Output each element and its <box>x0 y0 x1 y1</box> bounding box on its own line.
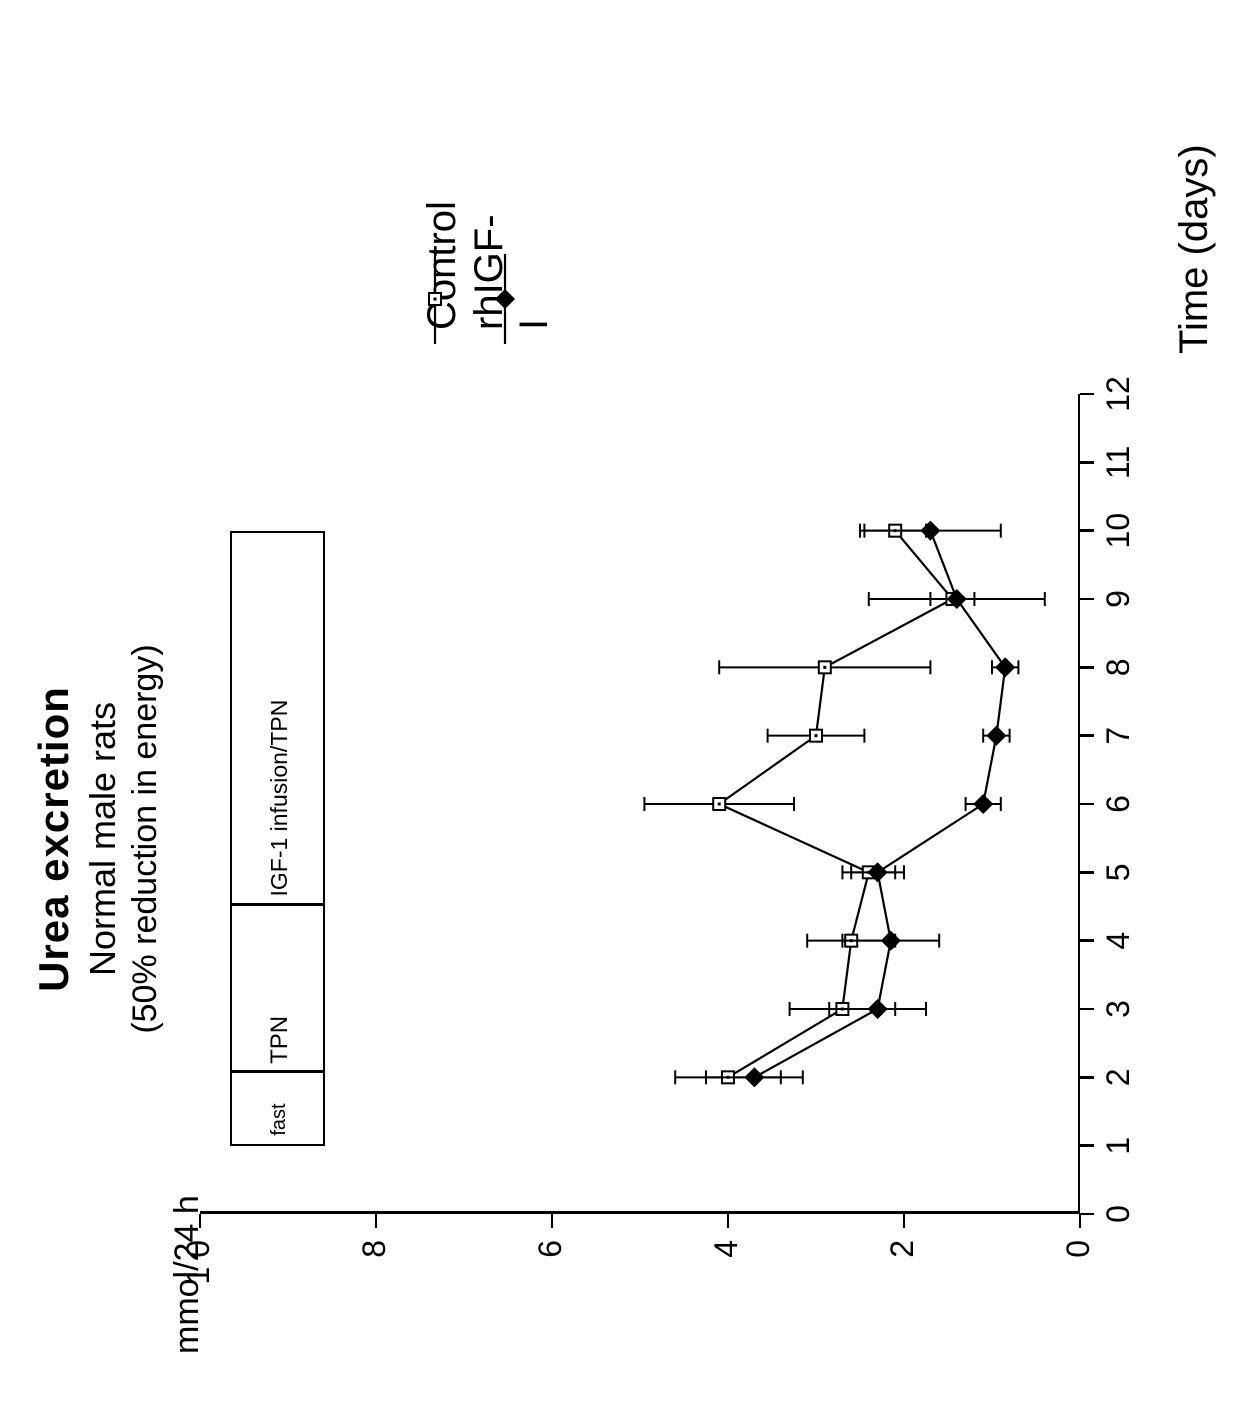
x-tick <box>1080 1076 1094 1079</box>
y-tick <box>551 1214 554 1228</box>
rotated-layer: Urea excretion Normal male rats (50% red… <box>0 0 1240 1414</box>
y-tick <box>1079 1214 1082 1228</box>
x-tick-label: 2 <box>1100 1047 1137 1107</box>
legend-item: Control <box>420 201 464 344</box>
legend-item: rhIGF-I <box>490 214 534 344</box>
x-tick <box>1080 529 1094 532</box>
x-tick <box>1080 1213 1094 1216</box>
x-tick-label: 5 <box>1100 842 1137 902</box>
y-tick-label: 4 <box>708 1240 745 1320</box>
y-tick <box>199 1214 202 1228</box>
x-tick-label: 11 <box>1100 432 1137 492</box>
x-tick <box>1080 1008 1094 1011</box>
x-tick-label: 12 <box>1100 364 1137 424</box>
legend-sample-icon <box>420 254 450 344</box>
x-tick <box>1080 1144 1094 1147</box>
x-tick-label: 0 <box>1100 1184 1137 1244</box>
x-tick-label: 9 <box>1100 569 1137 629</box>
chart-title: Urea excretion <box>30 264 78 1414</box>
y-tick-label: 0 <box>1060 1240 1097 1320</box>
figure: Urea excretion Normal male rats (50% red… <box>0 0 1240 1414</box>
x-axis-label: Time (days) <box>1172 4 1217 354</box>
x-tick-label: 6 <box>1100 774 1137 834</box>
y-tick <box>375 1214 378 1228</box>
x-tick <box>1080 734 1094 737</box>
y-tick <box>727 1214 730 1228</box>
y-tick-label: 2 <box>884 1240 921 1320</box>
plot-area: 024681 00123456789101112fastTPNIGF-1 inf… <box>200 394 1080 1214</box>
chart-subtitle-1: Normal male rats <box>82 264 124 1414</box>
x-tick-label: 7 <box>1100 706 1137 766</box>
legend-sample-icon <box>490 254 520 344</box>
x-tick <box>1080 666 1094 669</box>
y-tick-label: 1 0 <box>180 1240 217 1320</box>
x-tick <box>1080 461 1094 464</box>
x-tick <box>1080 803 1094 806</box>
x-tick-label: 1 <box>1100 1116 1137 1176</box>
x-tick <box>1080 393 1094 396</box>
stage: Urea excretion Normal male rats (50% red… <box>0 0 1240 1414</box>
series-layer <box>200 394 1080 1214</box>
x-tick-label: 4 <box>1100 911 1137 971</box>
x-tick-label: 8 <box>1100 637 1137 697</box>
x-tick <box>1080 871 1094 874</box>
chart-subtitle-2: (50% reduction in energy) <box>126 264 165 1414</box>
x-tick-label: 10 <box>1100 501 1137 561</box>
x-tick-label: 3 <box>1100 979 1137 1039</box>
titles-block: Urea excretion Normal male rats (50% red… <box>30 264 165 1414</box>
y-tick-label: 6 <box>532 1240 569 1320</box>
y-tick <box>903 1214 906 1228</box>
x-tick <box>1080 939 1094 942</box>
y-tick-label: 8 <box>356 1240 393 1320</box>
x-tick <box>1080 598 1094 601</box>
